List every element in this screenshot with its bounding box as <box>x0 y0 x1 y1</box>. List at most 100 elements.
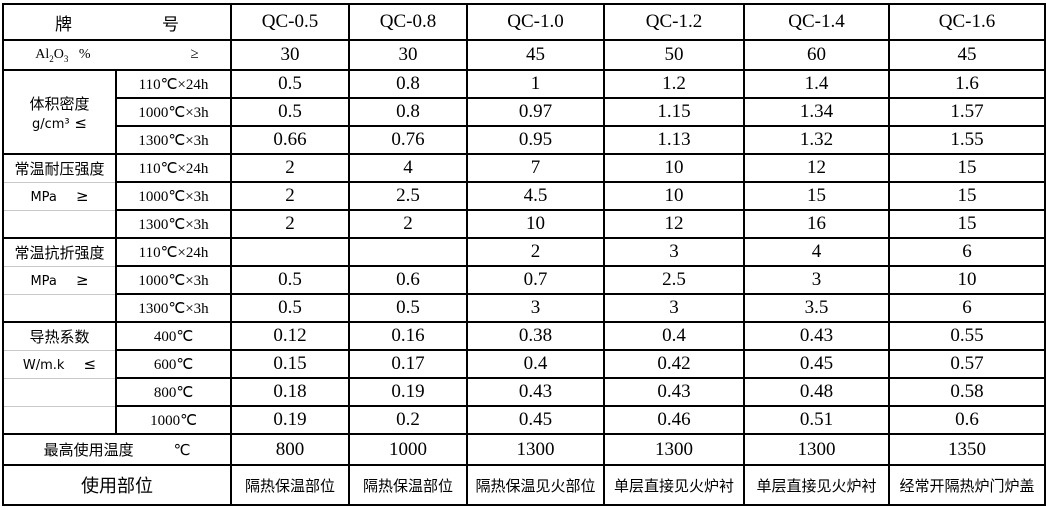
value-cell: 0.19 <box>230 405 350 435</box>
header-label-a: 牌 <box>55 14 72 35</box>
value-cell: 0.42 <box>603 349 745 379</box>
max-temp-value: 1300 <box>466 433 605 466</box>
header-grade: QC-1.0 <box>466 3 605 41</box>
value-cell: 2.5 <box>348 181 468 211</box>
table-row: MPa ≥1000℃×3h 0.5 0.6 0.7 2.5 3 10 <box>2 265 1046 295</box>
value-cell: 0.97 <box>466 97 605 127</box>
header-grade-label: 牌号 <box>2 3 232 41</box>
value-cell: 2 <box>348 209 468 239</box>
condition-label: 1300℃×3h <box>115 209 232 239</box>
value-cell: 0.5 <box>230 293 350 323</box>
value-cell <box>230 237 350 267</box>
value-cell: 1.57 <box>888 97 1046 127</box>
value-cell: 2 <box>466 237 605 267</box>
group-label-cell: 导热系数 <box>2 321 117 351</box>
value-cell: 2 <box>230 181 350 211</box>
value-cell: 15 <box>743 181 890 211</box>
value-cell: 0.6 <box>888 405 1046 435</box>
value-cell: 0.4 <box>603 321 745 351</box>
value-cell: 0.5 <box>230 97 350 127</box>
alumina-value: 30 <box>230 39 350 71</box>
value-cell: 0.8 <box>348 69 468 99</box>
value-cell: 0.5 <box>348 293 468 323</box>
value-cell: 1.13 <box>603 125 745 155</box>
group-op: ≤ <box>83 355 97 373</box>
value-cell: 2.5 <box>603 265 745 295</box>
value-cell: 0.2 <box>348 405 468 435</box>
group-unit: MPa <box>30 274 57 289</box>
table-row: 1300℃×3h 0.5 0.5 3 3 3.5 6 <box>2 293 1046 323</box>
value-cell: 0.43 <box>743 321 890 351</box>
group-name: 导热系数 <box>29 327 90 346</box>
value-cell: 0.6 <box>348 265 468 295</box>
group-label-cell <box>2 293 117 323</box>
group-name: 常温抗折强度 <box>14 243 105 262</box>
group-label-cell: 常温抗折强度 <box>2 237 117 267</box>
table-row: 1300℃×3h 2 2 10 12 16 15 <box>2 209 1046 239</box>
alumina-value: 45 <box>888 39 1046 71</box>
condition-label: 1000℃ <box>115 405 232 435</box>
max-temp-unit: ℃ <box>173 441 191 459</box>
max-temp-value: 1300 <box>743 433 890 466</box>
max-temp-value: 1350 <box>888 433 1046 466</box>
condition-label: 1300℃×3h <box>115 293 232 323</box>
value-cell: 10 <box>603 181 745 211</box>
group-unit: g/cm³ <box>31 116 70 132</box>
max-temp-label: 最高使用温度 <box>43 441 134 459</box>
condition-label: 110℃×24h <box>115 237 232 267</box>
condition-label: 1300℃×3h <box>115 125 232 155</box>
table-row: W/m.k ≤600℃ 0.15 0.17 0.4 0.42 0.45 0.57 <box>2 349 1046 379</box>
max-temp-value: 800 <box>230 433 350 466</box>
table-row: 使用部位 隔热保温部位 隔热保温部位 隔热保温见火部位 单层直接见火炉衬 单层直接见火炉衬… <box>2 464 1046 506</box>
header-grade: QC-1.2 <box>603 3 745 41</box>
table-row: 导热系数 400℃ 0.12 0.16 0.38 0.4 0.43 0.55 <box>2 321 1046 351</box>
condition-label: 800℃ <box>115 377 232 407</box>
usage-label: 使用部位 <box>2 464 232 506</box>
value-cell: 0.51 <box>743 405 890 435</box>
condition-label: 400℃ <box>115 321 232 351</box>
value-cell: 3 <box>603 237 745 267</box>
header-grade: QC-1.4 <box>743 3 890 41</box>
condition-label: 600℃ <box>115 349 232 379</box>
alumina-label: Al2O3 % <box>35 47 91 64</box>
value-cell: 4 <box>348 153 468 183</box>
value-cell: 10 <box>466 209 605 239</box>
value-cell: 1.32 <box>743 125 890 155</box>
group-label-cell: W/m.k ≤ <box>2 349 117 379</box>
condition-label: 110℃×24h <box>115 69 232 99</box>
group-label-cell: MPa ≥ <box>2 181 117 211</box>
value-cell: 0.38 <box>466 321 605 351</box>
alumina-op: ≥ <box>190 46 199 63</box>
value-cell: 0.58 <box>888 377 1046 407</box>
table-row: 牌号 QC-0.5 QC-0.8 QC-1.0 QC-1.2 QC-1.4 QC-1.6 <box>2 3 1046 41</box>
value-cell: 15 <box>888 209 1046 239</box>
value-cell: 0.43 <box>603 377 745 407</box>
value-cell: 10 <box>603 153 745 183</box>
table-row: 1000℃ 0.19 0.2 0.45 0.46 0.51 0.6 <box>2 405 1046 435</box>
value-cell: 1.15 <box>603 97 745 127</box>
alumina-value: 45 <box>466 39 605 71</box>
group-label-cell <box>2 405 117 435</box>
group-unit: W/m.k <box>22 358 65 373</box>
condition-label: 110℃×24h <box>115 153 232 183</box>
group-label-cell <box>2 209 117 239</box>
value-cell: 0.95 <box>466 125 605 155</box>
max-temp-value: 1300 <box>603 433 745 466</box>
value-cell: 16 <box>743 209 890 239</box>
value-cell: 0.12 <box>230 321 350 351</box>
group-label-cell <box>2 377 117 407</box>
alumina-value: 30 <box>348 39 468 71</box>
value-cell: 6 <box>888 293 1046 323</box>
group-label: 体积密度 g/cm³ ≤ <box>2 69 117 155</box>
value-cell: 0.7 <box>466 265 605 295</box>
value-cell: 4.5 <box>466 181 605 211</box>
value-cell: 4 <box>743 237 890 267</box>
value-cell: 1.2 <box>603 69 745 99</box>
usage-value: 经常开隔热炉门炉盖 <box>888 464 1046 506</box>
table-row: 最高使用温度 ℃ 800 1000 1300 1300 1300 1350 <box>2 433 1046 466</box>
group-label-cell: 常温耐压强度 <box>2 153 117 183</box>
value-cell: 2 <box>230 209 350 239</box>
usage-value: 隔热保温见火部位 <box>466 464 605 506</box>
table-row: 常温耐压强度 110℃×24h 2 4 7 10 12 15 <box>2 153 1046 183</box>
value-cell: 3 <box>466 293 605 323</box>
